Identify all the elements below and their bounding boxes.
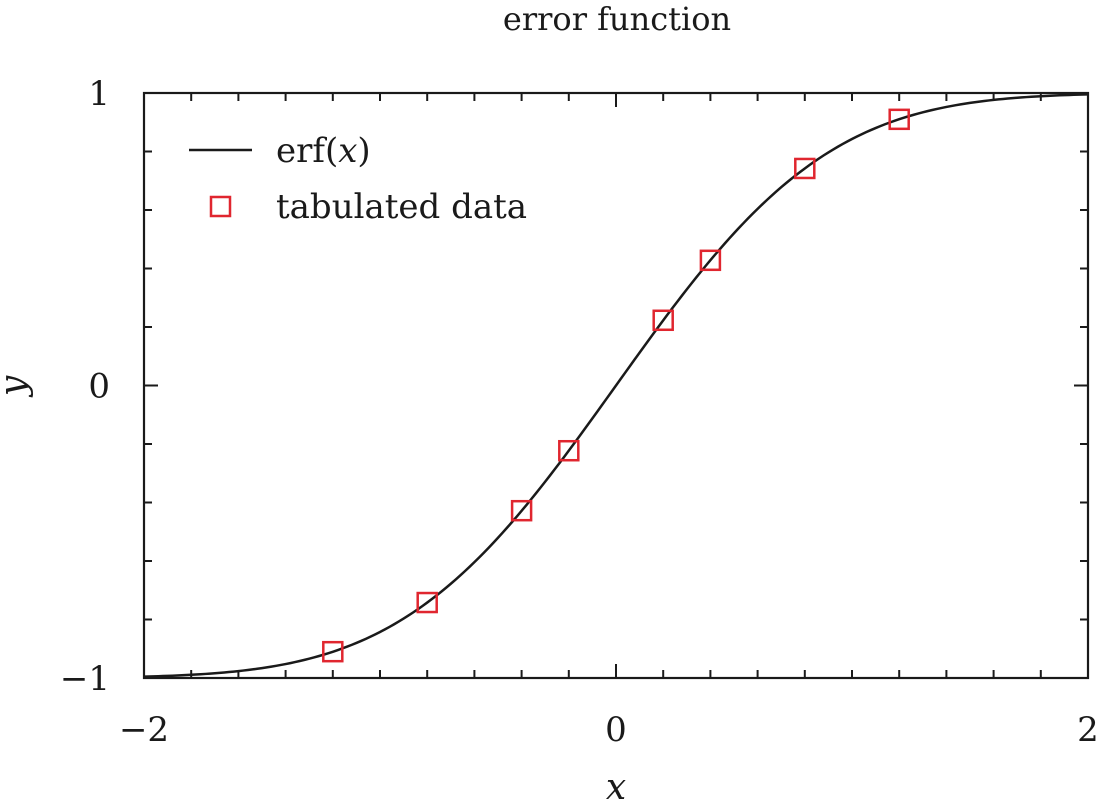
erf-curve (143, 93, 1089, 678)
y-tick-label: 1 (88, 74, 110, 114)
legend-label-tabulated-data: tabulated data (276, 187, 527, 227)
legend: erf(x) tabulated data (189, 131, 527, 227)
y-tick-label: 0 (88, 367, 110, 407)
y-tick-labels: −1 0 1 (60, 74, 110, 699)
x-tick-labels: −2 0 2 (119, 710, 1099, 750)
data-point-marker (416, 591, 438, 614)
data-point-marker (558, 439, 580, 462)
y-axis-label: y (0, 375, 34, 398)
data-point-marker (699, 249, 722, 272)
legend-label-erf: erf(x) (276, 131, 371, 171)
axis-ticks (143, 92, 1089, 679)
data-point-marker (794, 157, 816, 180)
x-axis-label: x (606, 767, 626, 805)
marker-layer (322, 108, 910, 663)
data-point-marker (888, 108, 910, 131)
y-tick-label: −1 (60, 659, 110, 699)
plot-area (142, 91, 1090, 680)
x-tick-label: −2 (119, 710, 169, 750)
data-point-marker (652, 309, 674, 332)
data-point-marker (322, 640, 344, 663)
curve-layer (143, 93, 1089, 678)
chart-title: error function (503, 0, 731, 38)
data-point-marker (510, 499, 533, 522)
x-tick-label: 2 (1077, 710, 1099, 750)
x-tick-label: 0 (605, 710, 627, 750)
legend-marker-swatch (209, 195, 232, 218)
